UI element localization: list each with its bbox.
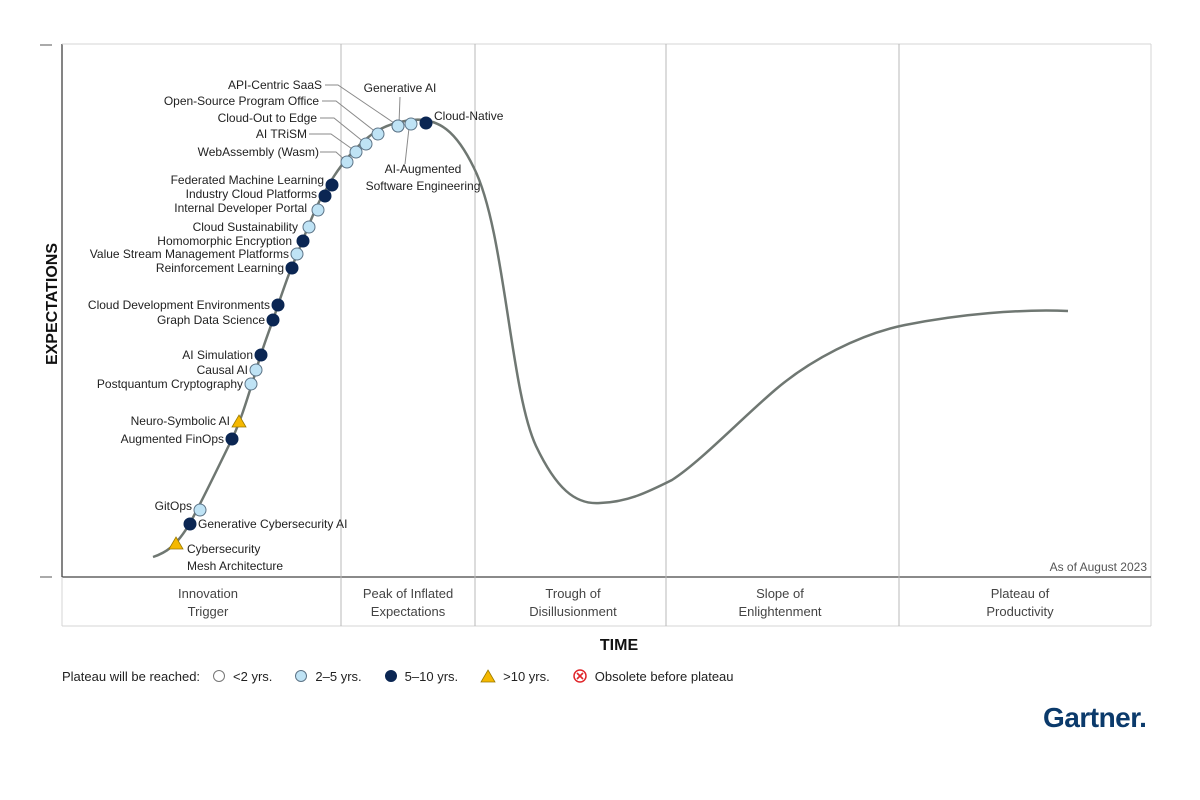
legend-item-gt10: >10 yrs. bbox=[480, 669, 550, 684]
technology-marker bbox=[302, 220, 316, 234]
legend-item-obsolete: Obsolete before plateau bbox=[572, 668, 734, 684]
technology-label: Value Stream Management Platforms bbox=[90, 247, 289, 261]
technology-label: WebAssembly (Wasm) bbox=[198, 145, 319, 159]
technology-label: Internal Developer Portal bbox=[174, 201, 307, 215]
technology-label: Generative AI bbox=[364, 81, 437, 95]
technology-label: API-Centric SaaS bbox=[228, 78, 322, 92]
legend-label: Obsolete before plateau bbox=[594, 668, 734, 684]
phase-label-line2: Enlightenment bbox=[738, 604, 821, 619]
phase-label-line2: Disillusionment bbox=[529, 604, 617, 619]
technology-marker bbox=[168, 536, 184, 550]
technology-label: Cybersecurity bbox=[187, 542, 260, 556]
technology-label: GitOps bbox=[155, 499, 192, 513]
technology-marker bbox=[311, 203, 325, 217]
technology-label: Postquantum Cryptography bbox=[97, 377, 243, 391]
legend: Plateau will be reached: <2 yrs. 2–5 yrs… bbox=[62, 666, 756, 686]
phase-label-line1: Slope of bbox=[756, 586, 804, 601]
technology-label: Industry Cloud Platforms bbox=[186, 187, 317, 201]
phase-dividers bbox=[340, 44, 900, 626]
technology-marker bbox=[249, 363, 263, 377]
legend-label: <2 yrs. bbox=[233, 668, 273, 684]
technology-label: Graph Data Science bbox=[157, 313, 265, 327]
technology-label: Generative Cybersecurity AI bbox=[198, 517, 347, 531]
leader-line bbox=[404, 127, 410, 165]
as-of-date: As of August 2023 bbox=[1050, 560, 1148, 574]
technology-marker bbox=[296, 234, 310, 248]
leader-line bbox=[398, 96, 401, 125]
technology-label: AI Simulation bbox=[182, 348, 253, 362]
technology-marker bbox=[225, 432, 239, 446]
technology-marker bbox=[318, 189, 332, 203]
technology-label: Augmented FinOps bbox=[121, 432, 224, 446]
circled-x-icon bbox=[573, 669, 587, 683]
legend-item-2to5: 2–5 yrs. bbox=[294, 668, 362, 684]
technology-marker bbox=[325, 178, 339, 192]
technology-label: Reinforcement Learning bbox=[156, 261, 284, 275]
technology-label: Cloud Development Environments bbox=[88, 298, 270, 312]
technology-marker bbox=[340, 155, 354, 169]
y-axis-title: EXPECTATIONS bbox=[44, 243, 61, 365]
leader-lines bbox=[309, 84, 410, 165]
leader-line bbox=[322, 100, 378, 134]
technology-label: Federated Machine Learning bbox=[171, 173, 324, 187]
logo-dot: . bbox=[1139, 702, 1147, 733]
leader-line bbox=[325, 84, 398, 126]
technology-label: Cloud-Native bbox=[434, 109, 504, 123]
technology-marker bbox=[285, 261, 299, 275]
legend-title: Plateau will be reached: bbox=[62, 668, 201, 684]
technology-label: Causal AI bbox=[197, 363, 248, 377]
legend-item-5to10: 5–10 yrs. bbox=[384, 669, 458, 684]
technology-marker bbox=[290, 247, 304, 261]
technology-marker bbox=[183, 517, 197, 531]
technology-marker bbox=[244, 377, 258, 391]
technology-marker bbox=[193, 503, 207, 517]
yellow-triangle-icon bbox=[480, 669, 496, 683]
technology-marker bbox=[391, 119, 405, 133]
phase-label-line2: Productivity bbox=[986, 604, 1054, 619]
light-blue-circle-icon bbox=[295, 670, 308, 682]
x-axis-title: TIME bbox=[600, 637, 639, 654]
phase-label-line1: Plateau of bbox=[991, 586, 1050, 601]
white-circle-icon bbox=[213, 670, 226, 682]
phase-labels: Innovation Trigger Peak of Inflated Expecta… bbox=[178, 586, 1054, 619]
technology-marker bbox=[349, 145, 363, 159]
technology-markers bbox=[168, 116, 433, 550]
technology-marker bbox=[404, 117, 418, 131]
legend-label: 2–5 yrs. bbox=[315, 668, 362, 684]
technology-marker bbox=[231, 414, 247, 428]
technology-label: Open-Source Program Office bbox=[164, 94, 320, 108]
technology-marker bbox=[359, 137, 373, 151]
technology-marker bbox=[271, 298, 285, 312]
logo-text: Gartner bbox=[1043, 702, 1140, 733]
phase-label-line1: Peak of Inflated bbox=[363, 586, 453, 601]
technology-marker bbox=[266, 313, 280, 327]
technology-label-line2: Software Engineering bbox=[366, 179, 481, 193]
technology-labels: Cybersecurity Mesh Architecture Generative… bbox=[88, 78, 504, 573]
phase-label-line1: Innovation bbox=[178, 586, 238, 601]
legend-label: >10 yrs. bbox=[503, 668, 550, 684]
technology-marker bbox=[371, 127, 385, 141]
phase-label-line2: Expectations bbox=[371, 604, 446, 619]
gartner-logo: Gartner. bbox=[1043, 702, 1147, 734]
technology-label: AI-Augmented bbox=[385, 162, 462, 176]
technology-marker bbox=[254, 348, 268, 362]
navy-circle-icon bbox=[384, 670, 397, 682]
legend-item-lt2: <2 yrs. bbox=[212, 669, 272, 684]
technology-label: Cloud Sustainability bbox=[193, 220, 298, 234]
technology-label: Neuro-Symbolic AI bbox=[131, 414, 230, 428]
technology-label: Cloud-Out to Edge bbox=[218, 111, 318, 125]
phase-label-line1: Trough of bbox=[545, 586, 601, 601]
technology-label-line2: Mesh Architecture bbox=[187, 559, 283, 573]
leader-line bbox=[320, 117, 366, 144]
technology-label: Homomorphic Encryption bbox=[157, 234, 292, 248]
technology-marker bbox=[419, 116, 433, 130]
leader-line bbox=[309, 133, 356, 152]
legend-label: 5–10 yrs. bbox=[404, 668, 459, 684]
phase-label-line2: Trigger bbox=[188, 604, 229, 619]
technology-label: AI TRiSM bbox=[256, 127, 307, 141]
